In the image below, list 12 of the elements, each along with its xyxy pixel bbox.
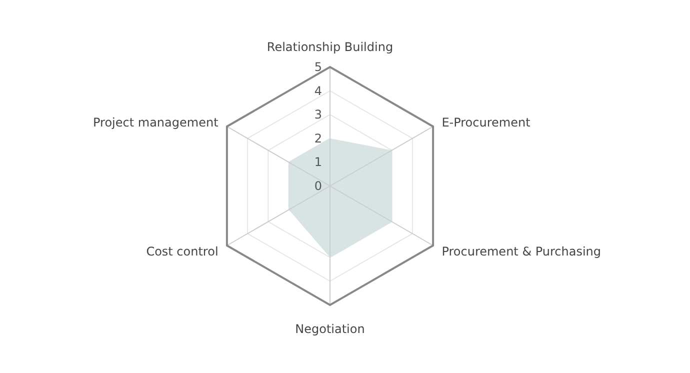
spoke-label: Negotiation xyxy=(295,322,365,336)
spoke-label: Project management xyxy=(93,116,219,130)
y-tick-label: 1 xyxy=(314,155,322,170)
y-tick-label: 4 xyxy=(314,84,322,98)
spoke-label: Relationship Building xyxy=(266,40,394,54)
spoke-label: Procurement & Purchasing xyxy=(442,244,602,258)
y-tick-label: 2 xyxy=(314,131,322,146)
y-tick-label: 3 xyxy=(314,108,322,122)
y-tick-label: 0 xyxy=(314,179,322,193)
spoke-label: E-Procurement xyxy=(442,116,531,130)
y-tick-label: 5 xyxy=(314,60,322,74)
spoke-label: Cost control xyxy=(146,244,218,258)
